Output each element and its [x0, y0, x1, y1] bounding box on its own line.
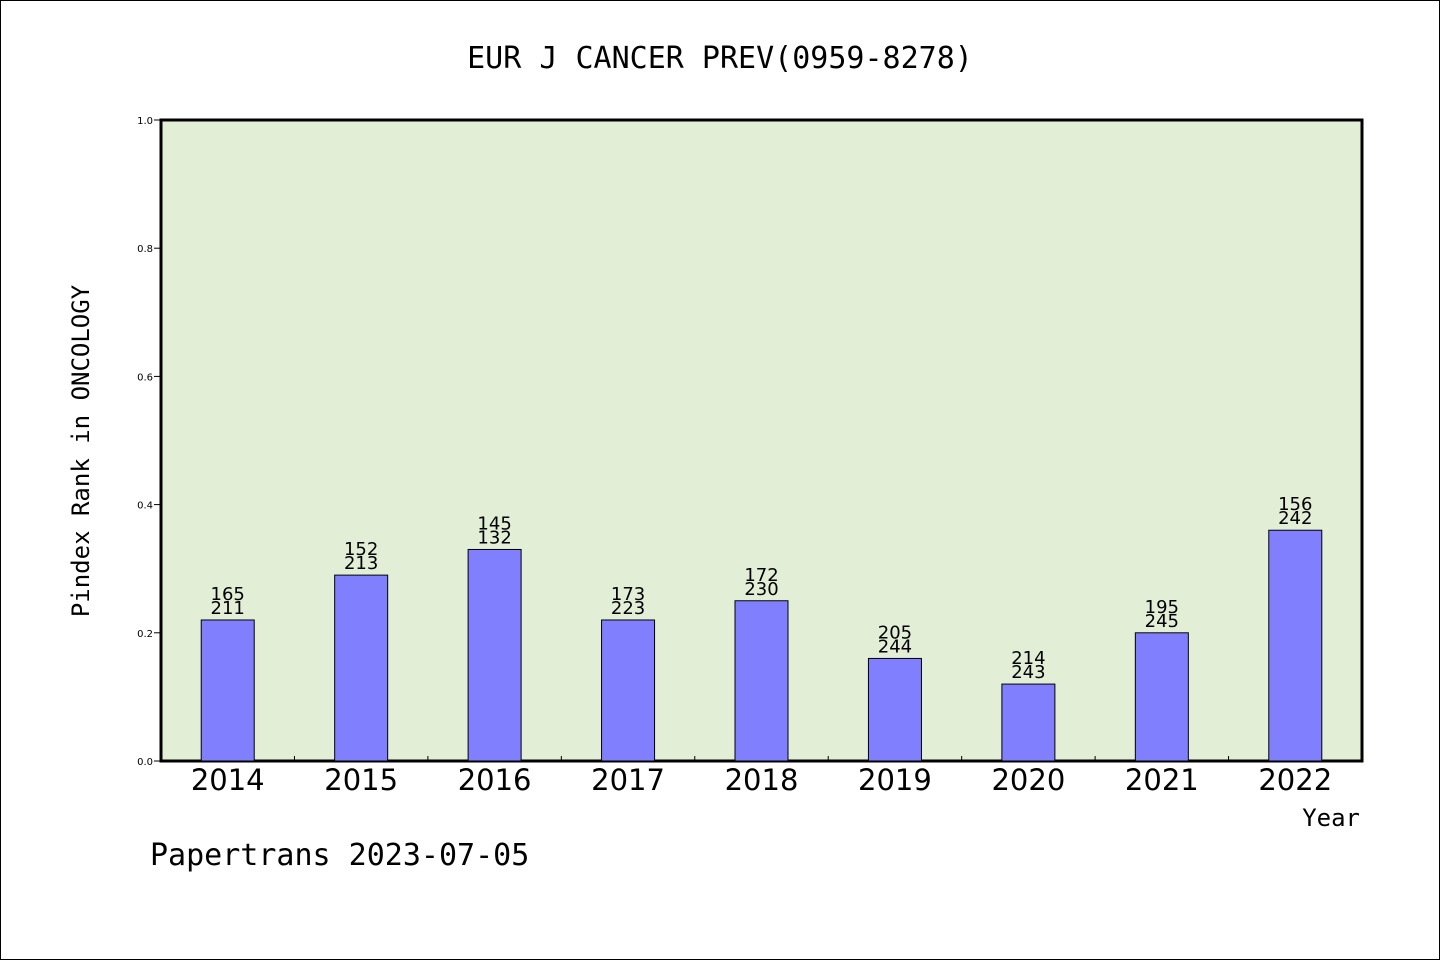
- bars-group: 1652111522131451321732231722302052442142…: [200, 494, 1323, 762]
- bar-label-bottom: 244: [878, 636, 912, 657]
- x-axis: 2014 2015 2016 2017 2018 2019 2020 2021 2022: [191, 756, 1332, 797]
- x-tick-label: 2021: [1125, 763, 1199, 797]
- bar-label-top: 195: [1145, 597, 1179, 618]
- y-tick-label: 0.4: [137, 501, 153, 512]
- y-axis-label: Pindex Rank in ONCOLOGY: [67, 284, 95, 617]
- x-tick-label: 2016: [458, 763, 532, 797]
- bar-label-bottom: 132: [477, 527, 511, 548]
- y-tick-label: 0.2: [137, 629, 153, 640]
- bar-2021: [1134, 632, 1189, 762]
- x-axis-label: Year: [1302, 804, 1360, 832]
- bar-2022: [1268, 529, 1323, 762]
- bar-label-bottom: 243: [1011, 662, 1045, 683]
- bar-label-top: 205: [878, 622, 912, 643]
- x-tick-label: 2014: [191, 763, 265, 797]
- bar-label-top: 145: [477, 513, 511, 534]
- bar-label-top: 173: [611, 584, 645, 605]
- x-tick-label: 2017: [591, 763, 665, 797]
- bar-label-bottom: 211: [211, 598, 245, 619]
- bar-label-bottom: 213: [344, 553, 378, 574]
- y-tick-label: 1.0: [137, 116, 153, 127]
- bar-2016: [467, 548, 522, 762]
- bar-2018: [734, 600, 789, 762]
- bar-label-top: 156: [1278, 494, 1312, 515]
- bar-label-bottom: 230: [744, 579, 778, 600]
- y-axis: 0.0 0.2 0.4 0.6 0.8 1.0: [137, 116, 161, 768]
- bar-label-top: 214: [1011, 648, 1045, 669]
- bar-2014: [200, 619, 255, 762]
- bar-2020: [1001, 683, 1056, 762]
- chart-title: EUR J CANCER PREV(0959-8278): [467, 41, 973, 76]
- y-tick-label: 0.0: [137, 757, 153, 768]
- x-tick-label: 2018: [725, 763, 799, 797]
- x-tick-label: 2015: [324, 763, 398, 797]
- bar-label-bottom: 223: [611, 598, 645, 619]
- x-tick-label: 2022: [1258, 763, 1332, 797]
- bar-label-top: 165: [211, 584, 245, 605]
- y-tick-label: 0.6: [137, 372, 153, 383]
- bar-2015: [334, 574, 389, 762]
- bar-2019: [867, 657, 922, 762]
- bar-label-bottom: 245: [1145, 611, 1179, 632]
- bar-label-top: 172: [744, 565, 778, 586]
- bar-label-top: 152: [344, 539, 378, 560]
- footer-text: Papertrans 2023-07-05: [150, 838, 529, 873]
- bar-2017: [601, 619, 656, 762]
- x-tick-label: 2019: [858, 763, 932, 797]
- x-tick-label: 2020: [991, 763, 1065, 797]
- bar-label-bottom: 242: [1278, 508, 1312, 529]
- y-tick-label: 0.8: [137, 244, 153, 255]
